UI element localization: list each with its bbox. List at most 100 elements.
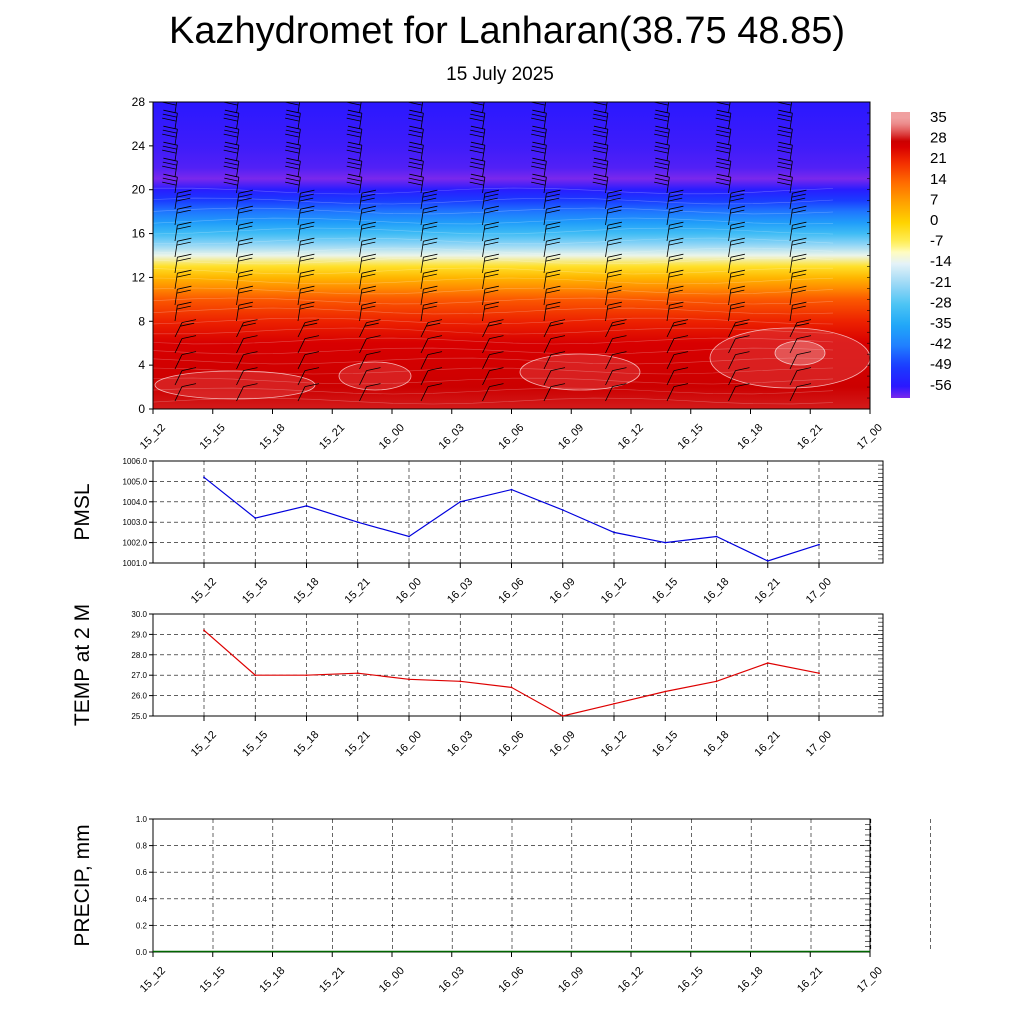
contour-line <box>153 227 834 235</box>
y-tick-label: 0.0 <box>136 948 148 957</box>
barb-flag <box>361 205 376 210</box>
temp-2m-panel: 25.0 26.0 27.0 28.0 29.0 30.0 15_12 15_15 15_18 1… <box>71 604 884 759</box>
barb-flag <box>300 253 315 258</box>
x-tick-label: 16_15 <box>676 422 706 452</box>
x-tick-label: 16_21 <box>753 576 783 606</box>
barb-flag <box>796 383 812 387</box>
wind-barb <box>666 367 689 386</box>
x-tick-label: 16_18 <box>701 729 731 759</box>
barb-flag <box>285 149 300 154</box>
barb-flag <box>549 322 564 327</box>
barb-shaft <box>236 386 244 402</box>
y-tick-label: 20 <box>132 183 146 197</box>
data-point <box>510 488 513 491</box>
barb-flag <box>592 102 607 106</box>
barb-flag <box>223 102 238 106</box>
barb-flag <box>469 181 484 186</box>
barb-flag <box>484 253 499 258</box>
barb-flag <box>224 98 238 101</box>
barb-flag <box>792 221 807 226</box>
barb-flag <box>735 351 750 355</box>
x-tick-label: 15_12 <box>189 576 219 606</box>
barb-shaft <box>605 338 613 354</box>
barb-flag <box>546 285 561 290</box>
barb-flag <box>408 177 423 182</box>
barb-flag <box>777 129 792 134</box>
barb-flag <box>304 335 320 339</box>
y-tick-label: 1004.0 <box>123 498 148 507</box>
barb-flag <box>361 269 376 274</box>
barb-flag <box>469 102 484 106</box>
wind-barb <box>236 189 253 210</box>
wind-barb <box>482 367 504 386</box>
wind-barb <box>420 335 443 354</box>
barb-flag <box>792 237 807 242</box>
barb-flag <box>238 305 253 310</box>
barb-flag <box>162 161 177 166</box>
barb-flag <box>422 225 437 230</box>
barb-shaft <box>605 257 609 274</box>
barb-flag <box>531 145 546 150</box>
wind-barb <box>482 205 499 226</box>
barb-shaft <box>359 354 367 370</box>
contour-line <box>153 237 834 245</box>
barb-flag <box>304 319 320 323</box>
wind-barb <box>297 253 315 274</box>
barb-flag <box>778 94 792 97</box>
wind-barb <box>666 319 689 338</box>
barb-flag <box>668 305 683 310</box>
barb-flag <box>484 305 499 310</box>
barb-flag <box>427 383 443 387</box>
y-tick-label: 30.0 <box>131 610 147 619</box>
barb-flag <box>422 193 437 198</box>
y-tick-label: 28.0 <box>131 651 147 660</box>
data-point <box>459 500 462 503</box>
barb-flag <box>361 225 376 230</box>
wind-barb <box>174 221 192 242</box>
barb-flag <box>423 253 438 258</box>
barb-flag <box>162 102 177 106</box>
barb-flag <box>162 181 177 186</box>
barb-flag <box>777 161 792 166</box>
barb-flag <box>422 289 437 294</box>
barb-flag <box>470 113 485 118</box>
contour-line <box>153 267 833 275</box>
wind-barb <box>174 351 197 370</box>
barb-flag <box>423 221 438 226</box>
wind-barb <box>359 301 376 322</box>
wind-barb <box>174 301 192 322</box>
wind-barb <box>543 221 561 242</box>
barb-flag <box>299 289 314 294</box>
colorbar-label: -56 <box>930 377 952 394</box>
barb-flag <box>791 209 806 214</box>
barb-shaft <box>420 225 424 242</box>
colorbar-gradient <box>891 112 910 398</box>
barb-flag <box>777 117 792 122</box>
barb-shaft <box>482 354 490 370</box>
barb-flag <box>300 285 315 290</box>
barb-flag <box>715 133 730 138</box>
barb-shaft <box>789 305 793 322</box>
barb-flag <box>777 133 792 138</box>
wind-barb <box>236 221 253 242</box>
barb-flag <box>607 225 622 230</box>
barb-shaft <box>297 273 301 290</box>
barb-shaft <box>297 225 301 242</box>
barb-flag <box>489 319 504 323</box>
barb-shaft <box>543 257 547 274</box>
barb-flag <box>408 102 423 106</box>
barb-flag <box>223 165 238 170</box>
wind-barb <box>789 237 807 258</box>
barb-flag <box>238 285 253 290</box>
barb-flag <box>531 133 546 138</box>
wind-barb <box>297 285 315 306</box>
barb-flag <box>238 301 253 306</box>
barb-shaft <box>605 386 613 402</box>
barb-flag <box>484 205 499 210</box>
wind-barb <box>605 319 627 338</box>
barb-flag <box>285 145 300 150</box>
barb-shaft <box>297 338 306 354</box>
barb-flag <box>716 161 731 166</box>
barb-flag <box>346 165 361 170</box>
barb-flag <box>471 94 485 97</box>
